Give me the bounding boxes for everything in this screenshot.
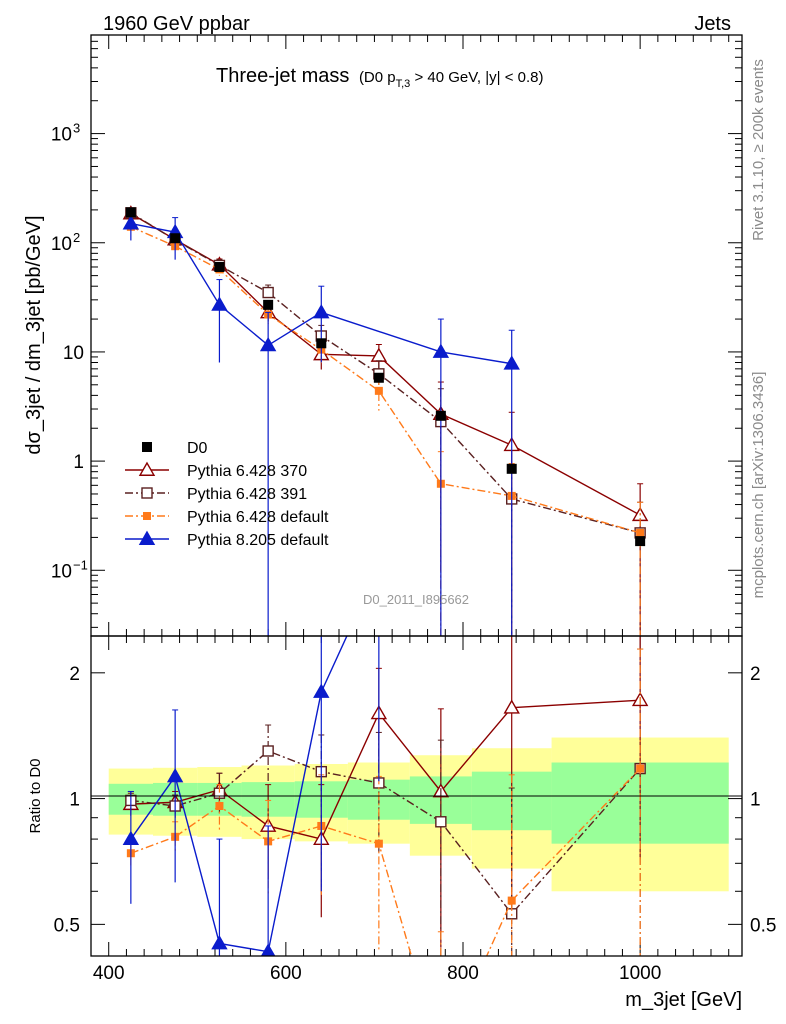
legend-label: Pythia 6.428 default (187, 509, 329, 526)
y-tick-label: 1 (73, 452, 84, 473)
series-4-ratio-marker (122, 830, 140, 846)
series-4-marker (259, 336, 277, 352)
legend-label: Pythia 8.205 default (187, 532, 329, 549)
header-left-label: 1960 GeV ppbar (103, 13, 250, 35)
legend-entry: Pythia 8.205 default (125, 530, 329, 549)
ratio-uncertainty-bands (108, 737, 729, 892)
legend-label: Pythia 6.428 370 (187, 463, 307, 480)
series-4-marker (211, 296, 228, 311)
ratio-tick-label-left: 0.5 (54, 915, 80, 936)
legend-marker (143, 512, 151, 520)
y-tick-label: 10 (51, 234, 72, 255)
series-3-main (126, 221, 645, 636)
ratio-tick-label-right: 2 (750, 664, 761, 685)
series-2-marker (262, 286, 274, 299)
x-tick-label: 800 (447, 963, 479, 984)
data-layer (125, 207, 646, 547)
rivet-version-label: Rivet 3.1.10, ≥ 200k events (750, 59, 767, 241)
data-point (214, 261, 225, 272)
series-1-ratio-marker (503, 699, 520, 714)
plot-title: Three-jet mass (D0 pT,3 > 40 GeV, |y| < … (216, 65, 543, 90)
legend-marker (138, 530, 156, 545)
series-4-ratio-marker (313, 683, 330, 698)
series-4-ratio-marker (166, 768, 184, 783)
data-point (170, 233, 181, 244)
series-3-ratio-marker (374, 839, 383, 848)
legend-marker (138, 461, 156, 476)
series-2-ratio-marker (435, 816, 447, 828)
title-cut-post: > 40 GeV, |y| < 0.8) (410, 69, 543, 86)
series-3-ratio-marker (507, 896, 516, 905)
series-4-marker (313, 304, 330, 319)
series-2-line (130, 212, 641, 534)
legend-entry: Pythia 6.428 391 (125, 486, 307, 503)
series-2-main (125, 207, 646, 636)
data-point (506, 463, 517, 474)
x-axis-label: m_3jet [GeV] (625, 989, 742, 1011)
series-4-ratio-marker (260, 943, 276, 956)
legend-label: Pythia 6.428 391 (187, 486, 307, 503)
ratio-tick-label-left: 2 (69, 664, 80, 685)
series-4-ratio-line (130, 636, 348, 953)
series-4-marker (503, 355, 520, 370)
series-3-marker (374, 386, 383, 395)
series-4-ratio (122, 559, 386, 956)
header-right-label: Jets (694, 13, 731, 35)
x-tick-label: 400 (93, 963, 125, 984)
legend-marker (142, 442, 152, 452)
data-point (635, 536, 646, 547)
series-4-ratio-marker (372, 559, 386, 571)
series-1-main (122, 205, 649, 636)
data-point (435, 410, 446, 421)
y-tick-label-exponent: 2 (73, 230, 80, 245)
legend: D0 Pythia 6.428 370 Pythia 6.428 391 Pythia… (125, 440, 329, 549)
series-4-marker (122, 215, 140, 230)
legend-entry: Pythia 6.428 default (125, 509, 329, 526)
series-1-marker (370, 347, 388, 362)
series-3-ratio-marker (215, 802, 224, 811)
y-axis-label: dσ_3jet / dm_3jet [pb/GeV] (23, 215, 45, 454)
y-tick-label-exponent: 3 (73, 121, 80, 136)
series-layer (122, 205, 649, 956)
series-3-ratio-line (130, 768, 641, 956)
analysis-id-label: D0_2011_I895662 (363, 592, 469, 607)
mcplots-label: mcplots.cern.ch [arXiv:1306.3436] (750, 372, 767, 599)
ratio-y-axis-label: Ratio to D0 (27, 758, 44, 833)
x-tick-label: 1000 (619, 963, 661, 984)
y-tick-label: 10 (51, 561, 72, 582)
series-2-ratio-marker (262, 745, 274, 757)
series-4-main (122, 210, 520, 636)
ratio-tick-label-right: 1 (750, 790, 761, 811)
series-3-ratio-marker (636, 764, 645, 773)
ratio-tick-label-left: 1 (69, 790, 80, 811)
y-tick-label-exponent: −1 (73, 557, 88, 572)
data-point (316, 338, 327, 349)
y-tick-label: 10 (63, 343, 84, 364)
legend-entry: Pythia 6.428 370 (125, 461, 307, 480)
title-cut-sub: T,3 (396, 78, 411, 90)
y-tick-label: 10 (51, 125, 72, 146)
legend-marker (141, 487, 153, 499)
data-point (373, 372, 384, 383)
x-tick-label: 600 (270, 963, 302, 984)
title-main: Three-jet mass (216, 65, 349, 87)
legend-label: D0 (187, 440, 208, 457)
series-3-marker (636, 528, 645, 537)
series-4-marker (432, 343, 450, 358)
data-point (125, 207, 136, 218)
legend-entry: D0 (142, 440, 208, 457)
ratio-tick-label-right: 0.5 (750, 915, 776, 936)
title-cut-pre: (D0 p (359, 69, 396, 86)
series-4-ratio-marker (211, 935, 228, 950)
data-point (263, 299, 274, 310)
